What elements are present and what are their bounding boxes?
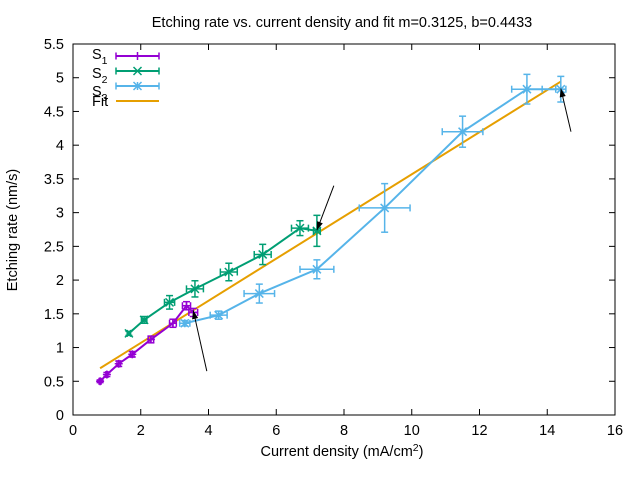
- data-point-marker: [168, 319, 177, 328]
- data-point-marker: [146, 335, 155, 344]
- data-point-marker: [114, 359, 123, 368]
- legend-sample-s1: [115, 52, 160, 60]
- legend-sample-s2: [115, 66, 160, 76]
- data-point-marker: [165, 297, 175, 307]
- marker-stroke: [522, 84, 532, 94]
- legend-samples: [115, 52, 160, 102]
- error-bar: [219, 262, 239, 282]
- data-point-marker: [380, 203, 390, 213]
- series-s1: [96, 300, 199, 386]
- arrow-shaft: [192, 310, 208, 372]
- data-point-marker: [96, 377, 105, 386]
- x-tick-label: 12: [471, 423, 487, 439]
- data-point-marker: [132, 81, 143, 91]
- marker-stroke: [190, 284, 200, 294]
- marker-stroke: [224, 267, 234, 277]
- series-line: [128, 227, 318, 335]
- y-axis-label: Etching rate (nm/s): [5, 169, 21, 292]
- y-tick-label: 0: [56, 408, 64, 424]
- legend-label-s2: S2: [92, 66, 108, 86]
- data-point-marker: [312, 226, 322, 236]
- data-point-marker: [258, 249, 268, 259]
- data-point-marker: [133, 52, 142, 60]
- y-tick-label: 4: [56, 138, 64, 154]
- y-tick-label: 5: [56, 71, 64, 87]
- y-tick-label: 5.5: [44, 37, 64, 53]
- legend-sample-s3: [115, 81, 160, 91]
- x-tick-label: 10: [404, 423, 420, 439]
- arrow-head: [316, 221, 323, 231]
- marker-stroke: [458, 127, 468, 137]
- marker-stroke: [295, 223, 305, 233]
- data-point-marker: [139, 315, 149, 325]
- data-point-marker: [128, 350, 137, 359]
- y-tick-label: 1: [56, 341, 64, 357]
- legend: S1 S2 S3 Fit: [92, 47, 160, 110]
- marker-stroke: [180, 318, 190, 328]
- data-point-marker: [295, 223, 305, 233]
- x-tick-label: 6: [272, 423, 280, 439]
- marker-stroke: [214, 310, 224, 320]
- annotation-arrow: [559, 88, 572, 132]
- data-point-marker: [312, 264, 322, 274]
- x-tick-label: 2: [137, 423, 145, 439]
- legend-label-s1: S1: [92, 47, 108, 67]
- y-tick-label: 3.5: [44, 172, 64, 188]
- legend-label-s3: S3: [92, 84, 108, 104]
- y-tick-label: 2: [56, 273, 64, 289]
- series-s2: [124, 214, 322, 338]
- data-point-marker: [224, 267, 234, 277]
- annotation-arrow: [316, 185, 335, 231]
- series-s3: [178, 73, 567, 328]
- chart-title: Etching rate vs. current density and fit…: [152, 15, 532, 31]
- marker-stroke: [165, 297, 175, 307]
- x-tick-label: 16: [607, 423, 623, 439]
- annotation-layer: [192, 88, 572, 372]
- arrow-head: [192, 310, 199, 320]
- x-axis-ticks: 0 2 4 6 8 10 12 14 16: [69, 44, 623, 439]
- data-point-marker: [124, 328, 134, 338]
- x-tick-label: 14: [539, 423, 555, 439]
- marker-stroke: [132, 81, 143, 91]
- y-tick-label: 4.5: [44, 104, 64, 120]
- marker-stroke: [312, 226, 322, 236]
- annotation-arrow: [192, 310, 208, 372]
- y-axis-ticks: 0 0.5 1 1.5 2 2.5 3 3.5 4 4.5 5 5.5: [44, 37, 615, 424]
- marker-stroke: [312, 264, 322, 274]
- plot-area-frame: [72, 43, 616, 416]
- data-point-marker: [102, 370, 111, 379]
- x-tick-label: 4: [204, 423, 212, 439]
- y-tick-label: 1.5: [44, 307, 64, 323]
- data-point-marker: [180, 318, 190, 328]
- data-point-marker: [132, 66, 143, 76]
- data-point-marker: [214, 310, 224, 320]
- legend-label-fit: Fit: [92, 94, 108, 110]
- series-line: [184, 88, 561, 325]
- y-tick-label: 0.5: [44, 374, 64, 390]
- marker-stroke: [139, 315, 149, 325]
- data-point-marker: [522, 84, 532, 94]
- arrow-head: [559, 88, 566, 98]
- marker-stroke: [380, 203, 390, 213]
- data-point-marker: [190, 284, 200, 294]
- y-tick-label: 3: [56, 206, 64, 222]
- marker-stroke: [254, 289, 264, 299]
- x-tick-label: 0: [69, 423, 77, 439]
- data-point-marker: [458, 127, 468, 137]
- marker-stroke: [132, 66, 143, 76]
- x-axis-label: Current density (mA/cm2): [261, 442, 424, 460]
- data-point-marker: [254, 289, 264, 299]
- series-layer: [96, 73, 567, 386]
- marker-stroke: [124, 328, 134, 338]
- y-tick-label: 2.5: [44, 239, 64, 255]
- marker-stroke: [258, 249, 268, 259]
- data-point-marker: [182, 301, 191, 310]
- x-tick-label: 8: [340, 423, 348, 439]
